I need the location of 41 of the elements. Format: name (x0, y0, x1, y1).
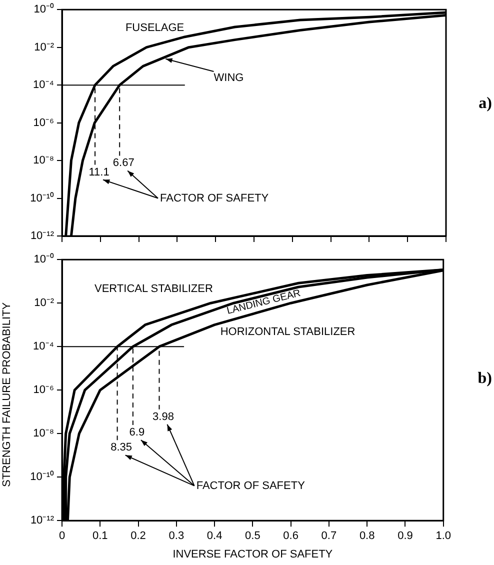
x-tick-label: 0.3 (168, 530, 184, 542)
y-tick-label: 10⁻⁴ (33, 340, 54, 353)
y-axis-title: STRENGTH FAILURE PROBABILITY (1, 302, 13, 487)
y-tick-label: 10⁻¹⁰ (30, 191, 54, 204)
x-tick-label: 1.0 (436, 530, 452, 542)
y-tick-label: 10⁻⁴ (33, 79, 54, 92)
annotation: FACTOR OF SAFETY (160, 192, 270, 204)
y-tick-label: 10⁻¹² (30, 514, 54, 527)
series-label: HORIZONTAL STABILIZER (220, 326, 356, 340)
x-tick-label: 0 (58, 530, 66, 542)
x-tick-label: 0.6 (283, 530, 298, 542)
y-tick-label: 10⁻⁶ (33, 116, 54, 129)
y-tick-label: 10⁻⁰ (34, 2, 54, 16)
text: b) (478, 370, 492, 388)
x-tick-label: 0.2 (130, 530, 146, 542)
text: a) (478, 95, 492, 113)
y-tick-label: 10⁻¹² (30, 230, 54, 242)
x-tick-label: 0.1 (92, 530, 108, 542)
x-tick-label: 0.4 (206, 530, 222, 542)
y-tick-label: 10⁻⁰ (34, 252, 54, 266)
annotation: 11.1 (88, 166, 110, 178)
annotation: 6.9 (129, 426, 145, 438)
x-tick-label: 0.9 (398, 530, 413, 542)
series-label: FUSELAGE (125, 22, 184, 35)
y-tick-label: 10⁻⁶ (33, 384, 54, 396)
annotation: 8.35 (110, 442, 132, 454)
y-tick-label: 10⁻² (34, 41, 54, 54)
y-tick-label: 10⁻² (34, 297, 54, 310)
x-tick-label: 0.7 (321, 530, 337, 542)
y-tick-label: 10⁻⁸ (33, 154, 54, 167)
x-tick-label: 0.8 (359, 530, 375, 542)
annotation: 6.67 (112, 157, 134, 170)
text: WING (214, 72, 244, 85)
annotation: FACTOR OF SAFETY (196, 480, 306, 492)
x-axis-title: INVERSE FACTOR OF SAFETY (172, 548, 334, 560)
text: LANDING GEAR (226, 287, 302, 318)
series-label: VERTICAL STABILIZER (94, 282, 213, 296)
y-tick-label: 10⁻⁸ (33, 428, 54, 440)
annotation: 3.98 (152, 410, 174, 423)
y-tick-label: 10⁻¹⁰ (30, 470, 54, 484)
x-tick-label: 0.5 (245, 530, 260, 542)
